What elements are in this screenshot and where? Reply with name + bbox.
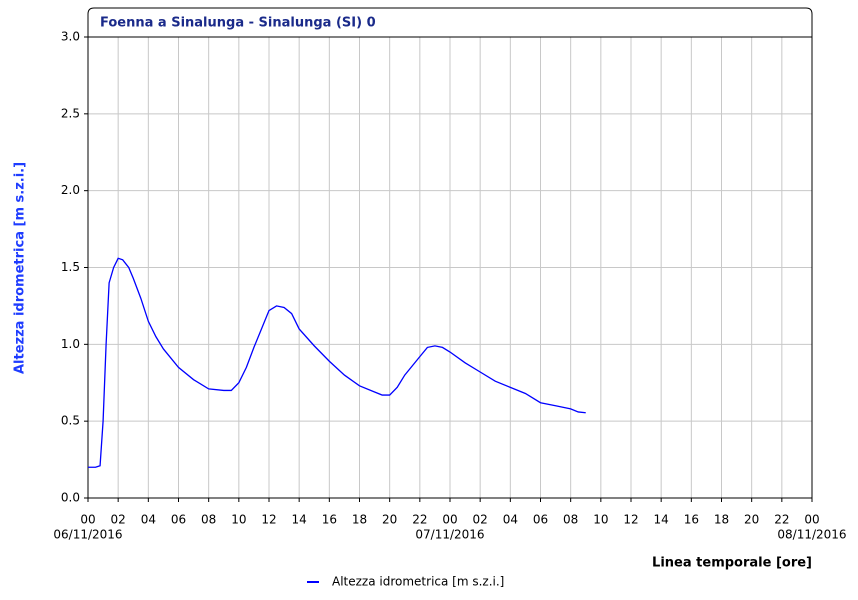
y-tick-label: 3.0: [61, 30, 80, 44]
title-box: [87, 7, 813, 38]
x-tick-label: 00: [442, 513, 457, 527]
x-tick-label: 12: [261, 513, 276, 527]
x-tick-label: 22: [774, 513, 789, 527]
x-tick-label: 08: [563, 513, 578, 527]
x-date-label: 08/11/2016: [777, 528, 846, 542]
x-tick-label: 16: [684, 513, 699, 527]
y-tick-label: 2.0: [61, 183, 80, 197]
x-tick-label: 18: [352, 513, 367, 527]
y-tick-label: 2.5: [61, 106, 80, 120]
x-tick-label: 14: [292, 513, 307, 527]
x-date-label: 06/11/2016: [53, 528, 122, 542]
x-axis-label: Linea temporale [ore]: [652, 556, 812, 571]
y-tick-label: 1.0: [61, 337, 80, 351]
x-tick-label: 08: [201, 513, 216, 527]
x-tick-label: 22: [412, 513, 427, 527]
x-tick-label: 02: [111, 513, 126, 527]
x-tick-label: 02: [473, 513, 488, 527]
x-tick-label: 04: [503, 513, 518, 527]
x-tick-label: 14: [654, 513, 669, 527]
legend-label: Altezza idrometrica [m s.z.i.]: [332, 575, 504, 589]
y-tick-label: 0.0: [61, 491, 80, 505]
plot-frame: [87, 36, 813, 499]
x-tick-label: 20: [382, 513, 397, 527]
x-tick-label: 20: [744, 513, 759, 527]
x-tick-label: 18: [714, 513, 729, 527]
y-tick-label: 1.5: [61, 260, 80, 274]
x-tick-label: 00: [804, 513, 819, 527]
x-tick-label: 04: [141, 513, 156, 527]
y-axis-label: Altezza idrometrica [m s.z.i.]: [13, 162, 28, 374]
x-tick-label: 06: [171, 513, 186, 527]
x-tick-label: 10: [593, 513, 608, 527]
x-tick-label: 00: [80, 513, 95, 527]
x-tick-label: 10: [231, 513, 246, 527]
x-tick-label: 16: [322, 513, 337, 527]
x-tick-label: 12: [623, 513, 638, 527]
x-tick-label: 06: [533, 513, 548, 527]
y-tick-label: 0.5: [61, 414, 80, 428]
chart-title: Foenna a Sinalunga - Sinalunga (SI) 0: [100, 16, 376, 31]
data-line: [88, 257, 586, 468]
x-date-label: 07/11/2016: [415, 528, 484, 542]
